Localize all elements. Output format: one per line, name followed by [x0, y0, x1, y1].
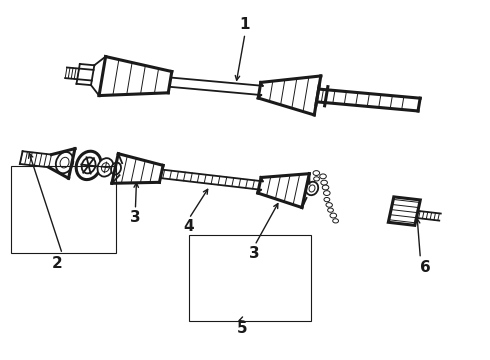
Ellipse shape	[56, 152, 74, 173]
Ellipse shape	[98, 158, 113, 177]
Ellipse shape	[309, 185, 315, 192]
Bar	[11, 166, 116, 253]
Ellipse shape	[76, 151, 101, 180]
Ellipse shape	[328, 208, 333, 212]
Ellipse shape	[306, 182, 318, 195]
Ellipse shape	[111, 163, 121, 175]
Ellipse shape	[101, 163, 109, 172]
Text: 6: 6	[420, 260, 431, 275]
Ellipse shape	[322, 185, 329, 190]
Ellipse shape	[330, 213, 337, 218]
Ellipse shape	[60, 157, 69, 168]
Ellipse shape	[314, 177, 319, 181]
Ellipse shape	[333, 219, 339, 223]
Text: 5: 5	[237, 321, 248, 336]
Ellipse shape	[324, 198, 330, 202]
Ellipse shape	[313, 171, 319, 175]
Ellipse shape	[320, 174, 326, 179]
Polygon shape	[389, 197, 420, 225]
Ellipse shape	[323, 191, 330, 195]
Ellipse shape	[326, 203, 332, 207]
Bar	[189, 235, 311, 321]
Text: 2: 2	[52, 256, 63, 271]
Text: 3: 3	[130, 210, 141, 225]
Ellipse shape	[82, 157, 96, 174]
Text: 4: 4	[184, 219, 194, 234]
Text: 3: 3	[249, 246, 260, 261]
Ellipse shape	[321, 180, 327, 185]
Text: 1: 1	[240, 17, 250, 32]
